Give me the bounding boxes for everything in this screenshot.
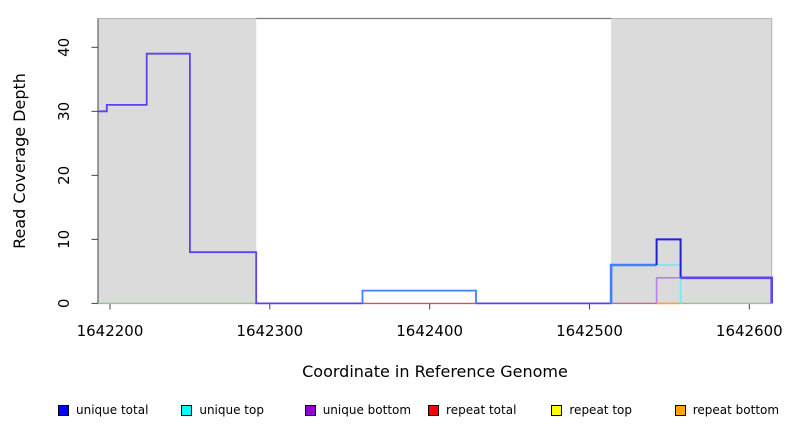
series-unique-top-mid-box [361,289,477,304]
legend-swatch-unique-total [58,404,69,416]
series-unique-total-right-6 [609,263,657,304]
series-unique-total-left-steps [98,52,363,305]
y-axis-label: Read Coverage Depth [10,73,29,249]
x-axis-tick-label: 1642200 [77,322,144,340]
legend-item: unique top [181,400,264,420]
legend-label: repeat bottom [692,403,780,417]
legend-swatch-repeat-total [428,404,440,416]
legend-item: repeat top [551,400,632,420]
legend: unique total unique top unique bottom repea… [0,400,792,420]
legend-item: unique bottom [304,400,412,420]
legend-label: repeat total [446,403,517,417]
legend-swatch-unique-bottom [304,404,316,416]
legend-item: repeat total [428,400,516,420]
legend-swatch-repeat-bottom [674,404,686,416]
y-axis-tick-label: 40 [55,38,73,57]
legend-item: unique total [58,400,148,420]
chart-generated-layer: 1642200 1642300 1642400 1642500 1642600 0 10 20… [55,17,783,340]
chart-svg: 1642200 1642300 1642400 1642500 1642600 0 10 20… [10,17,783,381]
legend-swatch-unique-top [181,404,193,416]
x-axis-label: Coordinate in Reference Genome [302,362,568,381]
legend-label: unique bottom [322,403,412,417]
y-axis-tick-label: 30 [55,102,73,121]
x-axis-tick-label: 1642500 [556,322,623,340]
y-axis-tick-label: 0 [55,299,73,309]
legend-label: repeat top [569,403,632,417]
series-unique-total-right-10 [655,238,682,278]
legend-label: unique total [76,403,149,417]
legend-label: unique top [199,403,264,417]
y-axis-tick-label: 10 [55,230,73,249]
y-axis-tick-label: 20 [55,166,73,185]
series-unique-total-right-4 [680,276,773,304]
shaded-region [98,18,257,304]
legend-item: repeat bottom [674,400,780,420]
shaded-region [611,18,772,304]
series-unique-bottom-right-4 [655,277,681,304]
x-axis-tick-label: 1642400 [396,322,463,340]
x-axis-tick-label: 1642600 [716,322,783,340]
x-axis-tick-label: 1642300 [236,322,303,340]
legend-swatch-repeat-top [551,404,563,416]
